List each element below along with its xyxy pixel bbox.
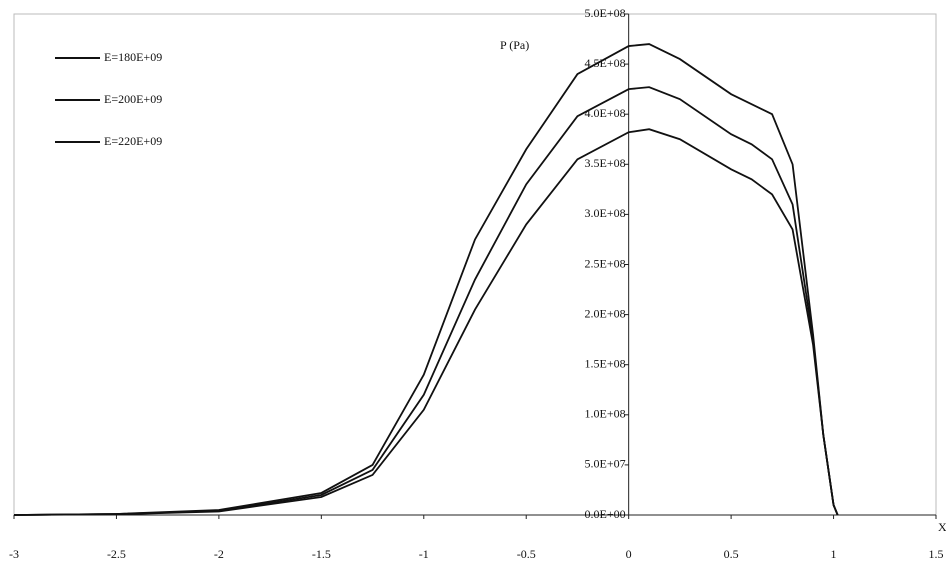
legend-label: E=220E+09 xyxy=(104,134,162,148)
x-tick-label: -1.5 xyxy=(312,547,331,561)
y-tick-label: 1.0E+08 xyxy=(585,407,626,421)
y-tick-label: 3.5E+08 xyxy=(585,156,626,170)
x-tick-label: -2.5 xyxy=(107,547,126,561)
y-tick-label: 4.0E+08 xyxy=(585,106,626,120)
x-tick-label: -3 xyxy=(9,547,19,561)
legend-label: E=200E+09 xyxy=(104,92,162,106)
legend-label: E=180E+09 xyxy=(104,50,162,64)
x-tick-label: 1.5 xyxy=(929,547,944,561)
y-tick-label: 2.0E+08 xyxy=(585,306,626,320)
series-line xyxy=(13,128,839,516)
x-tick-label: 0.5 xyxy=(724,547,739,561)
x-tick-label: -2 xyxy=(214,547,224,561)
y-tick-label: 0.0E+00 xyxy=(585,507,626,521)
series-line xyxy=(13,43,839,516)
x-tick-label: 1 xyxy=(831,547,837,561)
x-tick-label: -0.5 xyxy=(517,547,536,561)
y-tick-label: 1.5E+08 xyxy=(585,356,626,370)
y-tick-label: 2.5E+08 xyxy=(585,256,626,270)
x-tick-label: 0 xyxy=(626,547,632,561)
y-axis-label: P (Pa) xyxy=(500,38,529,52)
y-tick-label: 3.0E+08 xyxy=(585,206,626,220)
plot-frame xyxy=(13,13,937,516)
y-tick-label: 5.0E+08 xyxy=(585,6,626,20)
series-line xyxy=(13,86,839,516)
y-tick-label: 5.0E+07 xyxy=(585,457,626,471)
x-tick-label: -1 xyxy=(419,547,429,561)
y-tick-label: 4.5E+08 xyxy=(585,56,626,70)
x-axis-label: X xyxy=(938,520,946,534)
